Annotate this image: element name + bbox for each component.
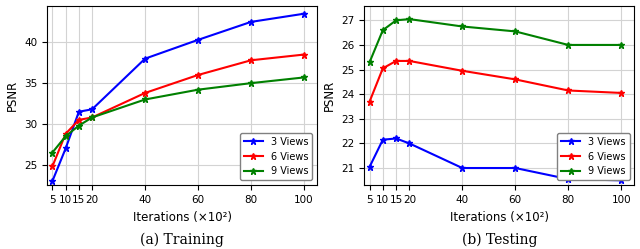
- 9 Views: [194, 88, 202, 91]
- Legend: 3 Views, 6 Views, 9 Views: 3 Views, 6 Views, 9 Views: [240, 133, 312, 180]
- X-axis label: Iterations (×10²): Iterations (×10²): [450, 210, 549, 224]
- 3 Views: [458, 167, 466, 170]
- Y-axis label: PSNR: PSNR: [323, 80, 336, 111]
- 9 Views: [49, 151, 56, 154]
- 9 Views: [406, 18, 413, 21]
- Line: 9 Views: 9 Views: [49, 74, 307, 156]
- 3 Views: [75, 110, 83, 113]
- 6 Views: [379, 67, 387, 70]
- 9 Views: [458, 25, 466, 28]
- 6 Views: [618, 91, 625, 94]
- Y-axis label: PSNR: PSNR: [6, 80, 19, 111]
- 3 Views: [406, 142, 413, 145]
- 3 Views: [88, 108, 96, 111]
- 6 Views: [75, 119, 83, 122]
- Text: (a) Training: (a) Training: [140, 232, 224, 247]
- Line: 3 Views: 3 Views: [49, 10, 307, 185]
- 3 Views: [49, 180, 56, 183]
- 3 Views: [511, 167, 519, 170]
- 9 Views: [392, 19, 400, 22]
- 3 Views: [366, 165, 374, 168]
- X-axis label: Iterations (×10²): Iterations (×10²): [132, 210, 232, 224]
- 3 Views: [564, 178, 572, 181]
- 9 Views: [247, 82, 255, 85]
- 6 Views: [62, 132, 70, 135]
- 6 Views: [406, 60, 413, 62]
- 9 Views: [62, 135, 70, 138]
- 6 Views: [458, 69, 466, 72]
- Text: (b) Testing: (b) Testing: [461, 232, 537, 247]
- Line: 6 Views: 6 Views: [366, 58, 625, 105]
- 3 Views: [392, 137, 400, 140]
- 9 Views: [379, 29, 387, 32]
- 3 Views: [62, 147, 70, 150]
- 6 Views: [366, 100, 374, 103]
- 6 Views: [194, 73, 202, 76]
- 6 Views: [564, 89, 572, 92]
- 3 Views: [194, 38, 202, 41]
- Line: 6 Views: 6 Views: [49, 51, 307, 170]
- 9 Views: [511, 30, 519, 33]
- 9 Views: [564, 43, 572, 46]
- 6 Views: [49, 165, 56, 168]
- 9 Views: [75, 124, 83, 127]
- 9 Views: [618, 43, 625, 46]
- Line: 3 Views: 3 Views: [366, 135, 625, 184]
- 3 Views: [300, 12, 308, 15]
- 3 Views: [247, 20, 255, 23]
- 3 Views: [141, 57, 149, 60]
- 6 Views: [88, 116, 96, 119]
- 6 Views: [300, 53, 308, 56]
- Line: 9 Views: 9 Views: [366, 16, 625, 66]
- 9 Views: [141, 98, 149, 101]
- 9 Views: [366, 61, 374, 64]
- 3 Views: [618, 179, 625, 182]
- 9 Views: [88, 116, 96, 119]
- 6 Views: [141, 91, 149, 94]
- 6 Views: [392, 60, 400, 62]
- 9 Views: [300, 76, 308, 79]
- 6 Views: [247, 59, 255, 62]
- 6 Views: [511, 78, 519, 81]
- 3 Views: [379, 138, 387, 141]
- Legend: 3 Views, 6 Views, 9 Views: 3 Views, 6 Views, 9 Views: [557, 133, 630, 180]
